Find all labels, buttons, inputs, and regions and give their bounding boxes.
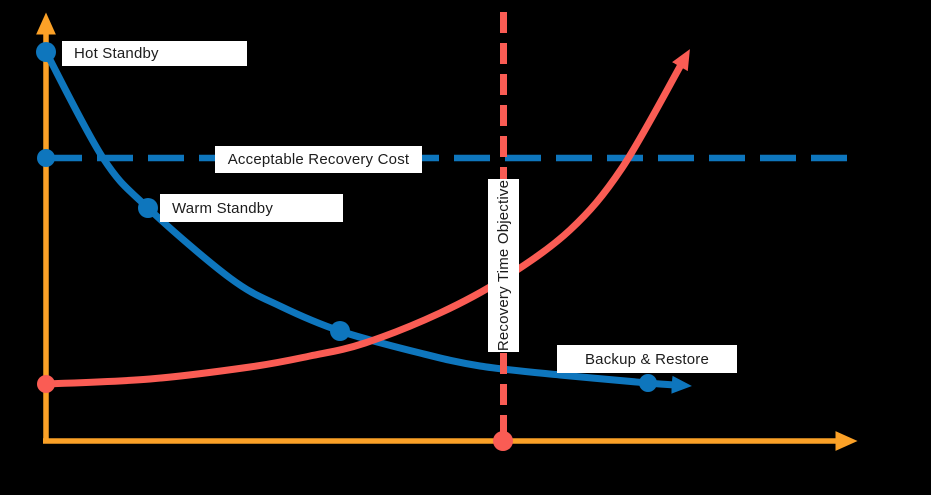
blue-marker-dot xyxy=(639,374,657,392)
hot-standby-label: Hot Standby xyxy=(62,41,247,66)
blue-marker-dot xyxy=(36,42,56,62)
downtime-cost-curve xyxy=(45,49,690,388)
red-marker-dot xyxy=(493,431,513,451)
acceptable-recovery-cost-label: Acceptable Recovery Cost xyxy=(215,146,422,173)
backup-restore-label: Backup & Restore xyxy=(557,345,737,373)
blue-marker-dot xyxy=(138,198,158,218)
blue-marker-dot xyxy=(330,321,350,341)
recovery-time-objective-label: Recovery Time Objective xyxy=(488,179,519,352)
red-marker-dot xyxy=(37,375,55,393)
warm-standby-label: Warm Standby xyxy=(160,194,343,222)
blue-marker-dot xyxy=(37,149,55,167)
